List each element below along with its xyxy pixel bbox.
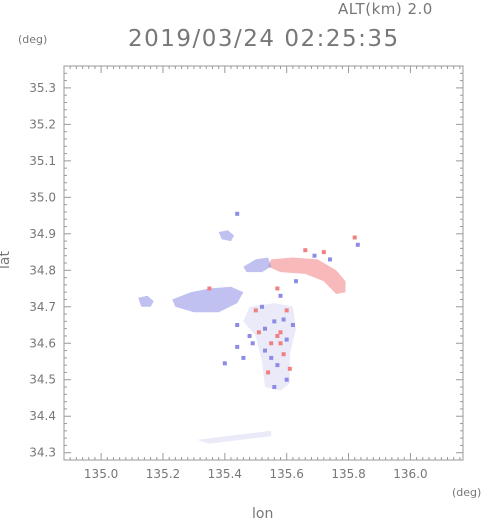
x-unit-label: (deg) bbox=[452, 486, 482, 499]
speckle-33 bbox=[312, 253, 317, 258]
speckle-5 bbox=[281, 352, 286, 357]
speckle-1 bbox=[278, 330, 283, 335]
y-tick-label: 35.0 bbox=[29, 190, 56, 204]
speckle-29 bbox=[241, 355, 246, 360]
speckle-19 bbox=[263, 326, 267, 331]
axis-tick-labels: 135.0 135.2 135.4 135.6 135.8 136.0 34.3 34.4 34… bbox=[29, 81, 427, 481]
speckle-3 bbox=[269, 341, 274, 346]
speckle-4 bbox=[263, 348, 267, 353]
y-unit-label: (deg) bbox=[18, 33, 48, 46]
region-red-band bbox=[268, 257, 346, 294]
y-tick-label: 34.6 bbox=[29, 336, 56, 350]
speckle-15 bbox=[278, 341, 283, 346]
speckle-17 bbox=[287, 366, 292, 371]
y-tick-label: 34.4 bbox=[29, 409, 56, 423]
speckle-30 bbox=[222, 361, 227, 366]
timestamp: 2019/03/24 02:25:35 bbox=[128, 26, 400, 52]
speckle-0 bbox=[272, 319, 277, 324]
speckle-7 bbox=[266, 370, 271, 375]
speckle-12 bbox=[253, 308, 258, 313]
speckle-35 bbox=[328, 257, 332, 262]
data-speckles bbox=[207, 211, 360, 389]
speckle-28 bbox=[235, 344, 240, 349]
speckle-22 bbox=[207, 286, 212, 291]
region-small-west bbox=[138, 295, 154, 307]
speckle-21 bbox=[250, 341, 255, 346]
speckle-13 bbox=[284, 308, 289, 313]
speckle-27 bbox=[247, 334, 252, 338]
region-blue-nw bbox=[218, 230, 235, 242]
y-tick-label: 34.5 bbox=[29, 373, 56, 387]
speckle-31 bbox=[235, 323, 240, 327]
speckle-9 bbox=[272, 385, 277, 389]
speckle-2 bbox=[284, 337, 289, 342]
x-axis-label: lon bbox=[252, 506, 274, 522]
x-tick-label: 135.4 bbox=[208, 467, 242, 481]
speckle-14 bbox=[260, 304, 264, 309]
y-tick-label: 34.9 bbox=[29, 227, 56, 241]
speckle-32 bbox=[294, 279, 298, 284]
speckle-37 bbox=[278, 293, 283, 298]
region-south-strip bbox=[197, 430, 272, 444]
speckle-8 bbox=[284, 377, 289, 382]
speckle-25 bbox=[355, 242, 360, 247]
data-regions bbox=[138, 230, 346, 444]
y-tick-label: 35.1 bbox=[29, 154, 56, 168]
x-tick-label: 136.0 bbox=[393, 467, 427, 481]
speckle-23 bbox=[235, 211, 240, 216]
speckle-24 bbox=[352, 235, 357, 240]
x-tick-label: 135.6 bbox=[270, 467, 304, 481]
speckle-20 bbox=[275, 334, 280, 338]
y-tick-label: 34.3 bbox=[29, 446, 56, 460]
y-tick-label: 35.2 bbox=[29, 117, 56, 131]
y-tick-label: 34.8 bbox=[29, 263, 56, 277]
region-mixed-south bbox=[243, 303, 296, 391]
x-tick-label: 135.2 bbox=[146, 467, 180, 481]
speckle-36 bbox=[275, 286, 280, 291]
speckle-11 bbox=[290, 323, 295, 327]
axis-ticks bbox=[63, 65, 463, 461]
y-tick-label: 35.3 bbox=[29, 81, 56, 95]
y-tick-label: 34.7 bbox=[29, 300, 56, 314]
region-blue-north bbox=[243, 257, 272, 273]
speckle-26 bbox=[303, 248, 308, 253]
speckle-6 bbox=[275, 363, 280, 368]
speckle-18 bbox=[281, 317, 286, 322]
x-tick-label: 135.0 bbox=[84, 467, 118, 481]
region-blue-west bbox=[172, 286, 244, 313]
speckle-10 bbox=[256, 330, 261, 335]
altitude-label: ALT(km) 2.0 bbox=[338, 0, 433, 18]
speckle-34 bbox=[321, 250, 326, 255]
x-tick-label: 135.8 bbox=[331, 467, 365, 481]
speckle-16 bbox=[269, 355, 274, 360]
